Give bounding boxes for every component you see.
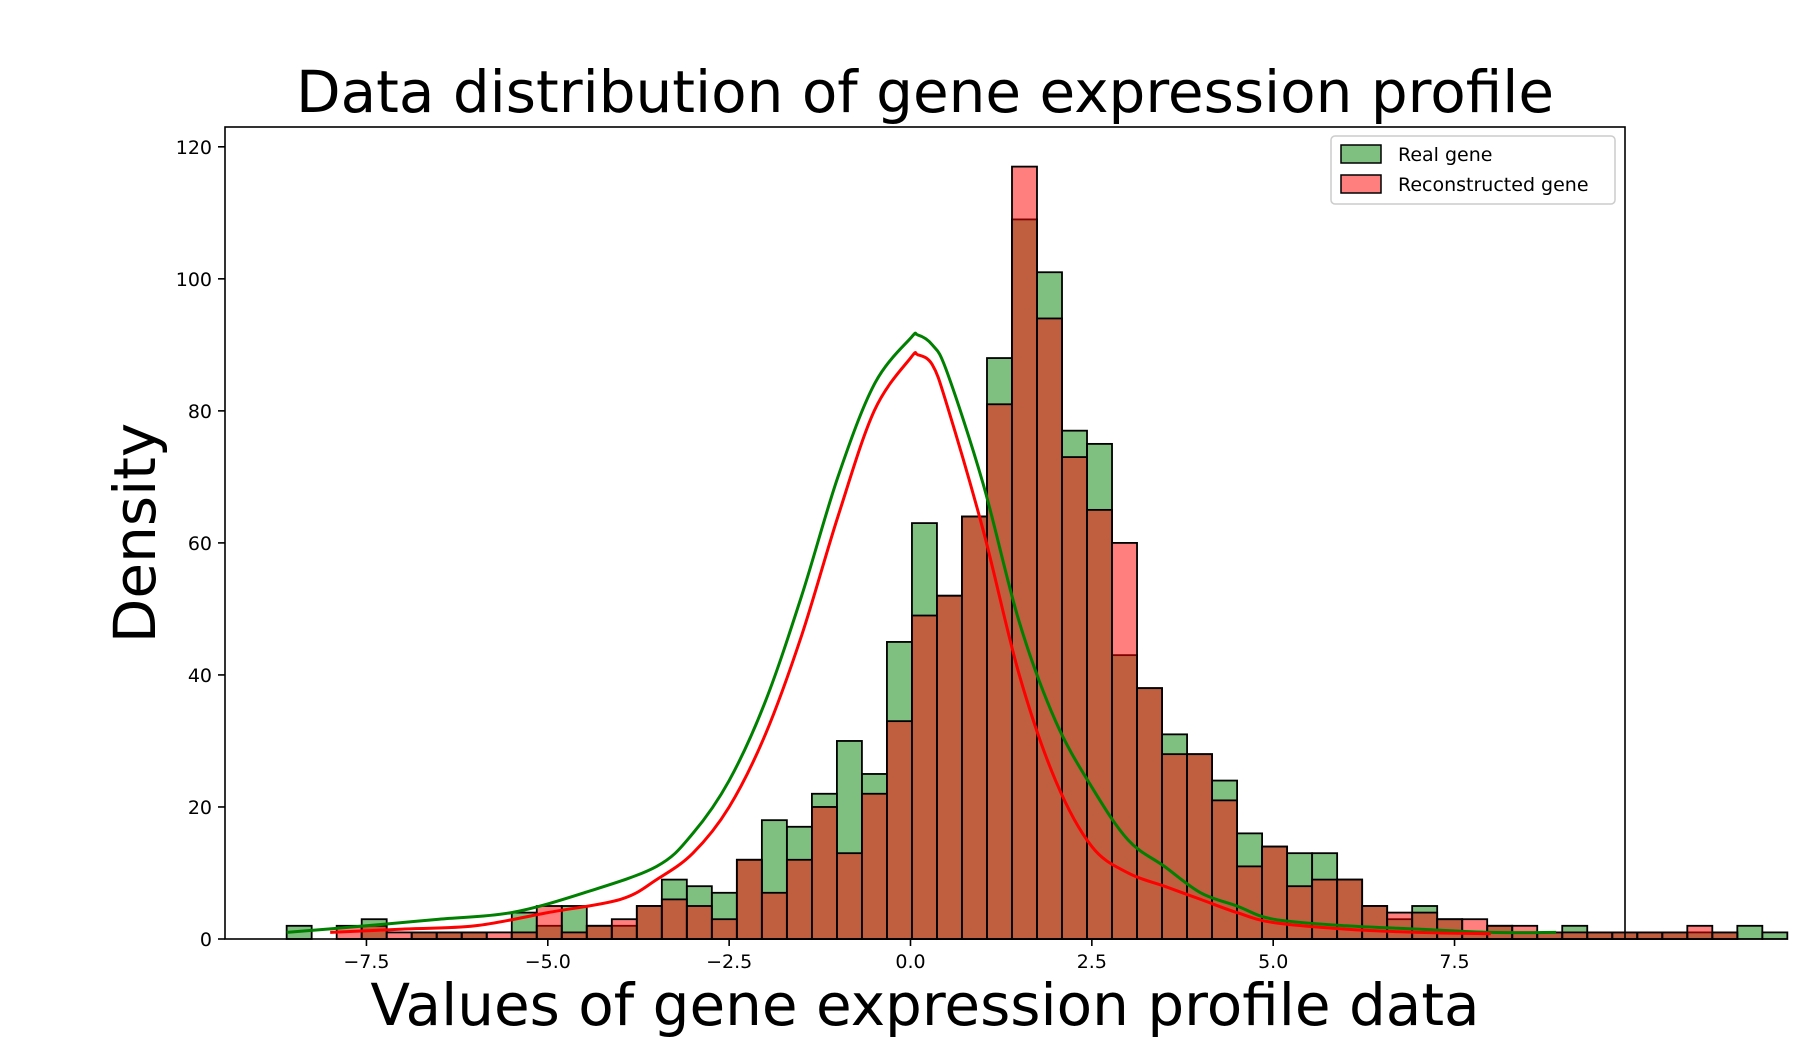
bar-reconstructed-gene: [410, 931, 438, 940]
bar-reconstructed-gene: [1386, 911, 1414, 940]
bar-reconstructed-gene: [1286, 885, 1314, 940]
bar-reconstructed-gene: [1661, 931, 1689, 940]
kde-line-reconstructed-gene: [330, 350, 1491, 936]
bar-reconstructed-gene: [1211, 799, 1238, 940]
x-axis: −7.5 −5.0 −2.5 0.0 2.5 5.0 7.5: [343, 939, 1470, 973]
bar-reconstructed-gene: [510, 931, 538, 940]
y-tick-label: 60: [188, 533, 212, 555]
bar-reconstructed-gene: [961, 515, 988, 940]
bar-reconstructed-gene: [1011, 165, 1038, 940]
bar-reconstructed-gene: [986, 403, 1013, 940]
bar-reconstructed-gene: [1086, 508, 1113, 940]
y-axis-title: Density: [101, 423, 169, 644]
bar-reconstructed-gene: [1111, 542, 1138, 940]
bar-reconstructed-gene: [1236, 865, 1263, 940]
bar-reconstructed-gene: [1361, 905, 1389, 940]
legend-label-real-gene: Real gene: [1398, 144, 1492, 166]
bar-reconstructed-gene: [1136, 687, 1163, 940]
bar-reconstructed-gene: [1686, 924, 1714, 940]
bar-reconstructed-gene: [460, 931, 488, 940]
y-tick-label: 120: [176, 137, 212, 159]
bar-reconstructed-gene: [785, 858, 813, 940]
y-tick-label: 100: [176, 269, 212, 291]
series-reconstructed-gene-bars: [335, 165, 1739, 940]
legend-label-reconstructed-gene: Reconstructed gene: [1398, 174, 1589, 196]
bar-reconstructed-gene: [886, 720, 913, 940]
x-tick-label: −2.5: [706, 951, 752, 973]
bar-reconstructed-gene: [1636, 931, 1664, 940]
x-tick-label: 7.5: [1439, 951, 1469, 973]
bar-reconstructed-gene: [1186, 753, 1213, 940]
kde-line-real-gene: [286, 331, 1557, 935]
x-tick-label: 2.5: [1077, 951, 1107, 973]
bar-reconstructed-gene: [1161, 753, 1188, 940]
bar-reconstructed-gene: [1711, 931, 1739, 940]
x-tick-label: −7.5: [343, 951, 389, 973]
legend-box: [1330, 135, 1616, 205]
bar-reconstructed-gene: [585, 924, 613, 940]
bar-reconstructed-gene: [1411, 911, 1439, 940]
bar-reconstructed-gene: [735, 858, 763, 940]
bar-reconstructed-gene: [485, 931, 513, 940]
bar-reconstructed-gene: [861, 792, 888, 940]
bar-reconstructed-gene: [1036, 317, 1063, 940]
y-tick-label: 80: [188, 401, 212, 423]
bar-reconstructed-gene: [1586, 931, 1614, 940]
kde-layer: [286, 331, 1557, 936]
bar-real-gene: [1761, 931, 1789, 940]
bar-reconstructed-gene: [936, 594, 963, 940]
x-tick-label: 0.0: [895, 951, 925, 973]
bar-real-gene: [1736, 924, 1764, 940]
bar-reconstructed-gene: [710, 918, 738, 940]
x-axis-title: Values of gene expression profile data: [370, 971, 1479, 1039]
bar-reconstructed-gene: [685, 905, 713, 940]
bar-reconstructed-gene: [435, 931, 463, 940]
legend: Real gene Reconstructed gene: [1330, 135, 1616, 205]
bar-reconstructed-gene: [1311, 878, 1339, 940]
bar-reconstructed-gene: [836, 852, 863, 940]
bar-reconstructed-gene: [560, 931, 588, 940]
x-tick-label: −5.0: [525, 951, 571, 973]
bar-reconstructed-gene: [811, 806, 838, 940]
bar-reconstructed-gene: [635, 905, 663, 940]
bar-reconstructed-gene: [610, 918, 638, 940]
x-tick-label: 5.0: [1258, 951, 1288, 973]
y-axis: 0 20 40 60 80 100 120: [176, 137, 225, 951]
plot-frame: [224, 126, 1626, 940]
bar-reconstructed-gene: [760, 891, 788, 940]
y-tick-label: 0: [200, 929, 212, 951]
bar-reconstructed-gene: [1561, 931, 1589, 940]
bar-reconstructed-gene: [360, 924, 388, 940]
bar-reconstructed-gene: [1461, 918, 1489, 940]
y-tick-label: 20: [188, 797, 212, 819]
chart-title: Data distribution of gene expression pro…: [296, 58, 1554, 126]
y-tick-label: 40: [188, 665, 212, 687]
bar-reconstructed-gene: [385, 931, 413, 940]
bar-reconstructed-gene: [660, 898, 688, 940]
bar-reconstructed-gene: [911, 614, 938, 940]
bars-layer: [285, 165, 1789, 940]
legend-swatch-real-gene: [1340, 144, 1382, 164]
bar-reconstructed-gene: [1061, 456, 1088, 940]
legend-swatch-reconstructed-gene: [1340, 174, 1382, 194]
